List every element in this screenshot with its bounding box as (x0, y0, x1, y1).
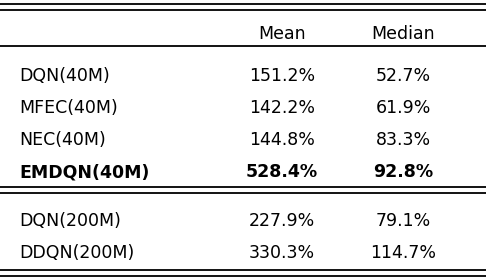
Text: DQN(40M): DQN(40M) (19, 67, 110, 85)
Text: Mean: Mean (258, 25, 306, 43)
Text: 114.7%: 114.7% (370, 244, 436, 262)
Text: DQN(200M): DQN(200M) (19, 212, 122, 230)
Text: 92.8%: 92.8% (373, 163, 434, 181)
Text: 83.3%: 83.3% (376, 131, 431, 149)
Text: 61.9%: 61.9% (376, 99, 431, 117)
Text: 142.2%: 142.2% (249, 99, 315, 117)
Text: 330.3%: 330.3% (249, 244, 315, 262)
Text: 144.8%: 144.8% (249, 131, 315, 149)
Text: 79.1%: 79.1% (376, 212, 431, 230)
Text: 151.2%: 151.2% (249, 67, 315, 85)
Text: 528.4%: 528.4% (246, 163, 318, 181)
Text: Median: Median (372, 25, 435, 43)
Text: NEC(40M): NEC(40M) (19, 131, 106, 149)
Text: EMDQN(40M): EMDQN(40M) (19, 163, 150, 181)
Text: MFEC(40M): MFEC(40M) (19, 99, 118, 117)
Text: DDQN(200M): DDQN(200M) (19, 244, 135, 262)
Text: 227.9%: 227.9% (249, 212, 315, 230)
Text: 52.7%: 52.7% (376, 67, 431, 85)
